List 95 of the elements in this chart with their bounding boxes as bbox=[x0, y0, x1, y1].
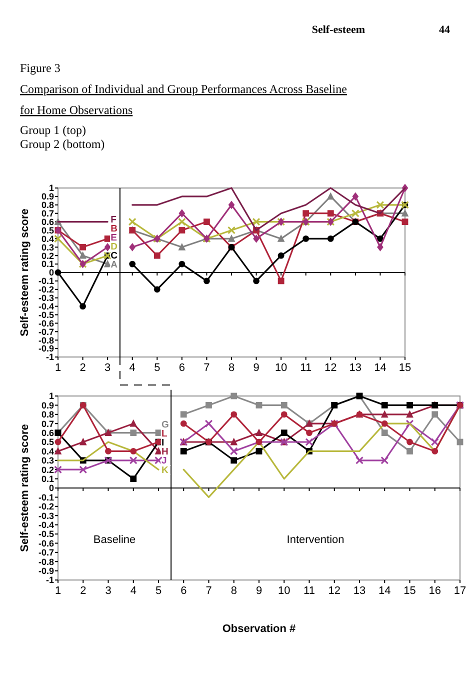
x-tick-label: 2 bbox=[80, 585, 86, 597]
x-tick-label: 15 bbox=[404, 585, 416, 597]
y-tick-label: -0.4 bbox=[38, 301, 54, 312]
y-tick-label: -0.3 bbox=[38, 510, 54, 521]
x-tick-label: 9 bbox=[256, 585, 262, 597]
y-tick-label: -0.6 bbox=[38, 318, 54, 328]
series-label: C bbox=[110, 250, 118, 262]
y-tick-label: -0.9 bbox=[38, 344, 54, 354]
x-tick-label: 14 bbox=[378, 585, 391, 597]
y-tick-label: 0.1 bbox=[41, 474, 54, 484]
y-tick-label: 1 bbox=[48, 391, 54, 402]
y-tick-label: 0 bbox=[48, 268, 54, 278]
y-tick-label: -0.7 bbox=[38, 548, 54, 558]
y-tick-label: 0.3 bbox=[41, 456, 54, 466]
y-tick-label: 0.5 bbox=[41, 225, 54, 236]
y-tick-label: -0.3 bbox=[38, 293, 54, 303]
text: Self-esteem bbox=[312, 24, 365, 36]
y-axis-title: Self-esteem rating score bbox=[19, 208, 31, 336]
y-tick-label: 0.3 bbox=[41, 242, 54, 252]
x-tick-label: 4 bbox=[130, 585, 136, 597]
x-tick-label: 6 bbox=[180, 585, 187, 597]
x-tick-label: 6 bbox=[178, 362, 185, 374]
x-tick-label: 3 bbox=[105, 585, 112, 597]
series-label: F bbox=[110, 214, 117, 226]
x-tick-label: 12 bbox=[328, 585, 340, 597]
y-tick-label: 0.6 bbox=[41, 216, 54, 227]
y-tick-label: -0.2 bbox=[38, 284, 54, 295]
series-label: H bbox=[162, 446, 168, 458]
x-tick-label: 2 bbox=[80, 362, 86, 374]
series-label: B bbox=[110, 223, 118, 234]
x-tick-label: 8 bbox=[228, 362, 235, 374]
y-tick-label: 0.2 bbox=[41, 464, 54, 475]
text: Group 1 (top) bbox=[20, 123, 86, 137]
y-tick-label: 0.5 bbox=[41, 437, 54, 448]
x-tick-label: 4 bbox=[129, 362, 136, 374]
x-tick-label: 15 bbox=[398, 362, 412, 374]
chart-subtitle: Comparison of Individual and Group Performances Across Baseline for Home Observations bbox=[20, 82, 347, 117]
y-tick-label: 0.9 bbox=[41, 400, 54, 410]
x-axis-title: Observation # bbox=[222, 623, 296, 635]
text: 44 bbox=[439, 24, 450, 36]
y-tick-label: 0.9 bbox=[41, 192, 54, 202]
x-tick-label: 7 bbox=[204, 362, 210, 374]
x-tick-label: 10 bbox=[274, 362, 288, 374]
series-label: L bbox=[162, 428, 168, 440]
y-tick-label: 0.4 bbox=[41, 234, 54, 244]
x-tick-label: 8 bbox=[230, 585, 237, 597]
y-tick-label: 1 bbox=[48, 183, 54, 194]
x-tick-label: 14 bbox=[374, 362, 386, 374]
y-tick-label: -1 bbox=[46, 575, 54, 586]
series-label: G bbox=[162, 419, 169, 430]
y-tick-label: -0.8 bbox=[38, 335, 54, 346]
x-tick-label: 5 bbox=[154, 362, 160, 374]
x-tick-label: 9 bbox=[253, 362, 260, 374]
x-tick-label: 17 bbox=[454, 585, 466, 597]
x-tick-label: 10 bbox=[278, 585, 290, 597]
x-tick-label: 13 bbox=[353, 585, 366, 597]
series-label: J bbox=[162, 456, 167, 467]
x-tick-label: 7 bbox=[206, 585, 212, 597]
series-label: D bbox=[110, 241, 118, 252]
x-tick-label: 11 bbox=[300, 362, 312, 374]
x-tick-label: 3 bbox=[104, 362, 111, 374]
series-label: E bbox=[110, 232, 117, 244]
y-tick-label: -0.1 bbox=[38, 492, 54, 502]
text: Group 2 (bottom) bbox=[20, 137, 105, 151]
y-tick-label: 0.6 bbox=[41, 428, 54, 438]
y-tick-label: -1 bbox=[46, 352, 54, 362]
y-tick-label: -0.4 bbox=[38, 520, 54, 530]
y-tick-label: 0 bbox=[48, 483, 54, 494]
series-label: I bbox=[162, 437, 164, 448]
y-tick-label: 0.7 bbox=[41, 208, 54, 218]
series-label: A bbox=[110, 259, 118, 270]
x-tick-label: 16 bbox=[428, 585, 441, 597]
y-tick-label: -0.7 bbox=[38, 326, 54, 337]
chart-title: Figure 3 bbox=[20, 61, 60, 75]
series-label: K bbox=[162, 464, 168, 476]
y-tick-label: 0.7 bbox=[41, 418, 54, 429]
y-tick-label: -0.6 bbox=[38, 538, 54, 548]
x-tick-label: 12 bbox=[324, 362, 337, 374]
annotation: Intervention bbox=[286, 534, 344, 546]
y-tick-label: -0.5 bbox=[38, 529, 54, 540]
x-tick-label: 5 bbox=[155, 585, 162, 597]
y-tick-label: -0.2 bbox=[38, 502, 54, 512]
annotation: Baseline bbox=[93, 534, 136, 546]
y-tick-label: 0.1 bbox=[41, 259, 54, 270]
y-tick-label: -0.1 bbox=[38, 276, 54, 286]
y-tick-label: 0.2 bbox=[41, 250, 54, 261]
y-tick-label: 0.4 bbox=[41, 446, 54, 456]
y-tick-label: 0.8 bbox=[41, 200, 54, 210]
x-tick-label: 11 bbox=[304, 585, 315, 597]
y-tick-label: -0.8 bbox=[38, 556, 54, 567]
y-tick-label: 0.8 bbox=[41, 410, 54, 420]
x-tick-label: 13 bbox=[349, 362, 362, 374]
y-tick-label: -0.5 bbox=[38, 310, 54, 320]
y-tick-label: -0.9 bbox=[38, 566, 54, 576]
y-axis-title: Self-esteem rating score bbox=[19, 424, 31, 552]
